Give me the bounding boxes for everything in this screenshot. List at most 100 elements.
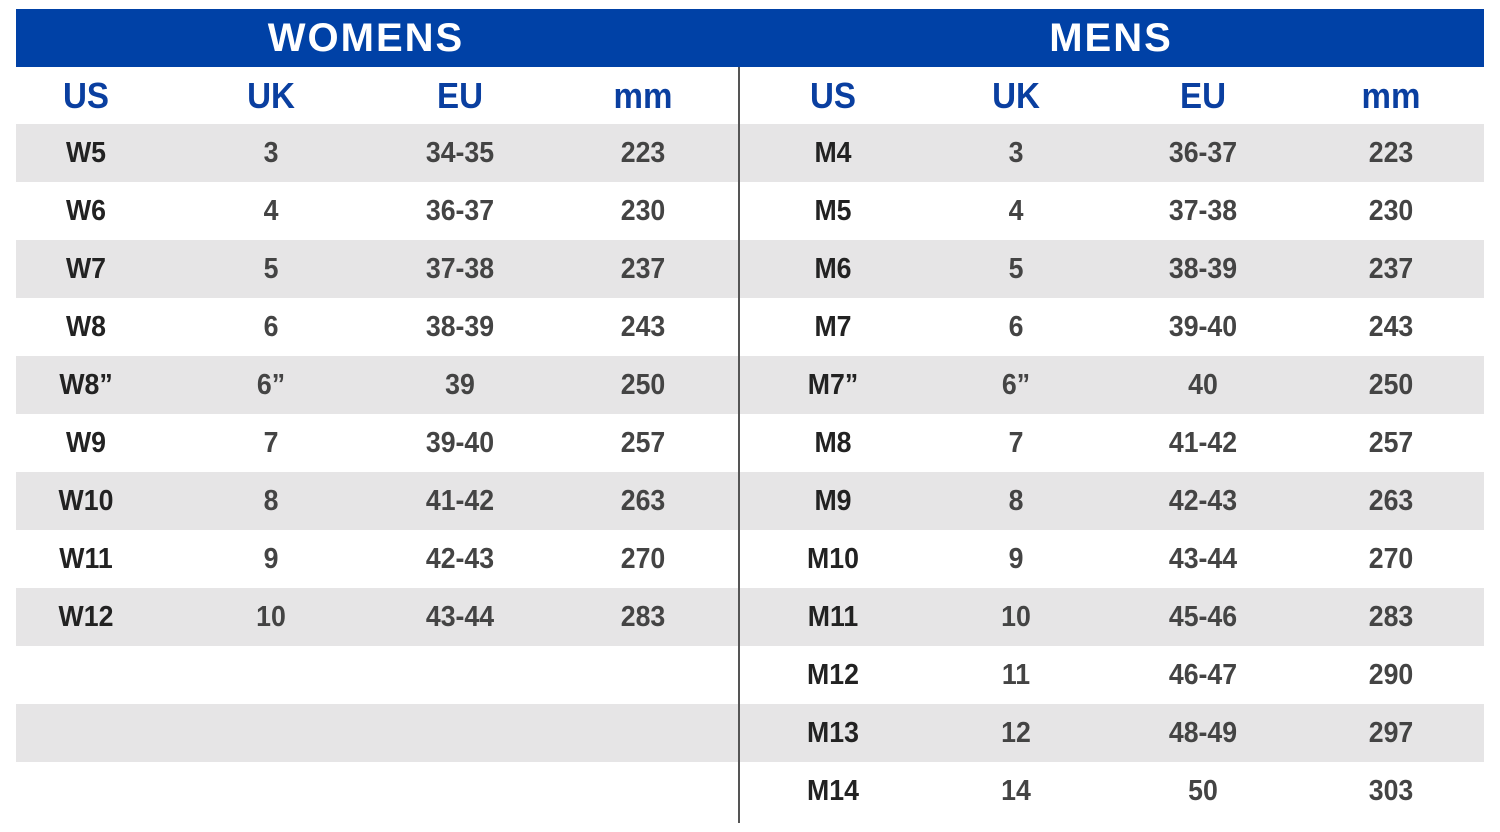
mens-cell-eu: 42-43 <box>1168 485 1238 517</box>
mens-cell-us: M10 <box>807 543 859 575</box>
mens-cell-uk: 6 <box>1008 311 1024 343</box>
mens-cell-uk: 11 <box>1001 659 1031 691</box>
womens-cell-mm: 243 <box>620 311 666 343</box>
row-stripe <box>16 472 1484 530</box>
mens-cell-uk: 6” <box>1001 369 1031 401</box>
mens-cell-eu: 46-47 <box>1168 659 1238 691</box>
column-divider <box>738 67 740 823</box>
mens-cell-uk: 14 <box>1001 775 1031 807</box>
mens-cell-mm: 230 <box>1368 195 1414 227</box>
mens-cell-us: M7” <box>807 369 859 401</box>
womens-title: WOMENS <box>267 16 465 60</box>
womens-cell-uk: 3 <box>263 137 279 169</box>
womens-cell-us: W7 <box>65 253 107 285</box>
womens-cell-eu: 39 <box>445 369 475 401</box>
mens-cell-uk: 12 <box>1001 717 1031 749</box>
womens-cell-uk: 5 <box>263 253 279 285</box>
mens-cell-mm: 243 <box>1368 311 1414 343</box>
mens-cell-eu: 41-42 <box>1168 427 1238 459</box>
mens-cell-uk: 9 <box>1008 543 1024 575</box>
mens-cell-uk: 3 <box>1008 137 1024 169</box>
row-stripe <box>16 704 1484 762</box>
mens-cell-mm: 270 <box>1368 543 1414 575</box>
mens-cell-uk: 8 <box>1008 485 1024 517</box>
womens-cell-uk: 6 <box>263 311 279 343</box>
womens-banner: WOMENS <box>16 9 740 67</box>
womens-cell-uk: 10 <box>256 601 286 633</box>
mens-cell-eu: 48-49 <box>1168 717 1238 749</box>
mens-cell-us: M8 <box>814 427 852 459</box>
mens-cell-eu: 45-46 <box>1168 601 1238 633</box>
womens-cell-mm: 270 <box>620 543 666 575</box>
mens-cell-eu: 36-37 <box>1168 137 1238 169</box>
mens-cell-mm: 283 <box>1368 601 1414 633</box>
mens-cell-eu: 39-40 <box>1168 311 1238 343</box>
mens-cell-us: M11 <box>807 601 859 633</box>
womens-header-uk: UK <box>247 75 295 116</box>
womens-cell-eu: 39-40 <box>425 427 495 459</box>
row-stripe <box>16 240 1484 298</box>
mens-banner: MENS <box>738 9 1484 67</box>
womens-cell-mm: 263 <box>620 485 666 517</box>
womens-cell-mm: 223 <box>620 137 666 169</box>
mens-cell-eu: 40 <box>1188 369 1218 401</box>
mens-header-eu: EU <box>1179 75 1226 116</box>
womens-cell-us: W11 <box>59 543 113 575</box>
womens-cell-mm: 237 <box>620 253 666 285</box>
mens-cell-uk: 5 <box>1008 253 1024 285</box>
mens-cell-eu: 38-39 <box>1168 253 1238 285</box>
womens-cell-us: W10 <box>58 485 114 517</box>
mens-header-us: US <box>809 75 856 116</box>
mens-cell-eu: 43-44 <box>1168 543 1238 575</box>
womens-cell-us: W6 <box>65 195 107 227</box>
mens-cell-us: M7 <box>814 311 852 343</box>
womens-header-us: US <box>62 75 109 116</box>
mens-cell-us: M6 <box>814 253 852 285</box>
womens-cell-us: W5 <box>65 137 107 169</box>
mens-cell-eu: 37-38 <box>1168 195 1238 227</box>
mens-cell-mm: 257 <box>1368 427 1414 459</box>
womens-cell-eu: 42-43 <box>425 543 495 575</box>
womens-cell-us: W8 <box>65 311 107 343</box>
row-stripe <box>16 124 1484 182</box>
womens-cell-eu: 37-38 <box>425 253 495 285</box>
row-stripe <box>16 588 1484 646</box>
mens-cell-mm: 303 <box>1368 775 1414 807</box>
mens-cell-us: M12 <box>807 659 859 691</box>
womens-cell-uk: 4 <box>263 195 279 227</box>
womens-cell-eu: 43-44 <box>425 601 495 633</box>
womens-cell-mm: 230 <box>620 195 666 227</box>
womens-cell-mm: 283 <box>620 601 666 633</box>
mens-cell-uk: 10 <box>1001 601 1031 633</box>
mens-cell-uk: 4 <box>1008 195 1024 227</box>
mens-cell-us: M14 <box>807 775 859 807</box>
mens-title: MENS <box>1049 16 1173 60</box>
mens-cell-us: M4 <box>814 137 852 169</box>
womens-cell-mm: 250 <box>620 369 666 401</box>
womens-header-eu: EU <box>436 75 483 116</box>
womens-cell-eu: 36-37 <box>425 195 495 227</box>
mens-cell-mm: 290 <box>1368 659 1414 691</box>
womens-cell-eu: 41-42 <box>425 485 495 517</box>
mens-cell-us: M9 <box>814 485 852 517</box>
mens-header-uk: UK <box>992 75 1040 116</box>
mens-cell-uk: 7 <box>1008 427 1024 459</box>
mens-cell-mm: 250 <box>1368 369 1414 401</box>
mens-cell-mm: 223 <box>1368 137 1414 169</box>
mens-cell-mm: 263 <box>1368 485 1414 517</box>
womens-cell-eu: 38-39 <box>425 311 495 343</box>
womens-cell-uk: 6” <box>256 369 286 401</box>
mens-cell-eu: 50 <box>1188 775 1218 807</box>
womens-cell-eu: 34-35 <box>425 137 495 169</box>
row-stripe <box>16 356 1484 414</box>
womens-cell-uk: 7 <box>263 427 279 459</box>
womens-cell-us: W12 <box>58 601 114 633</box>
womens-cell-us: W9 <box>65 427 107 459</box>
womens-cell-uk: 9 <box>263 543 279 575</box>
mens-cell-mm: 237 <box>1368 253 1414 285</box>
mens-cell-us: M13 <box>807 717 859 749</box>
womens-cell-mm: 257 <box>620 427 666 459</box>
mens-cell-us: M5 <box>814 195 852 227</box>
womens-header-mm: mm <box>613 75 673 116</box>
mens-header-mm: mm <box>1361 75 1421 116</box>
